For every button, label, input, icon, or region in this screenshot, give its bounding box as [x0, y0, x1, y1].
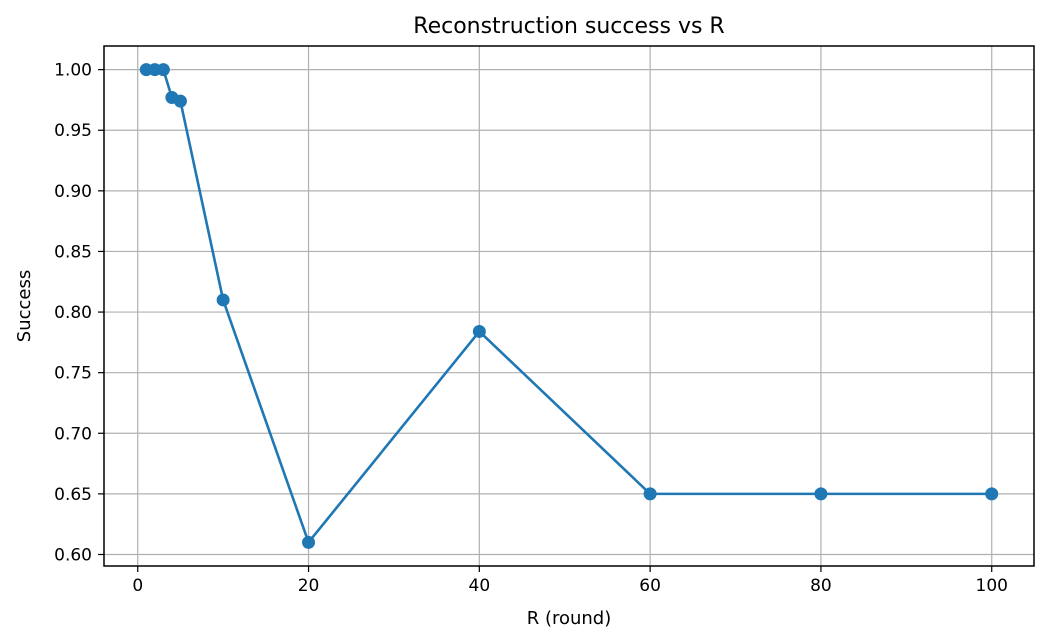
plot-area-frame [103, 45, 1035, 567]
grid-lines [104, 46, 1034, 566]
data-point-marker [156, 63, 170, 77]
y-tick-label: 0.90 [54, 182, 92, 202]
x-tick-label: 60 [639, 576, 661, 596]
y-tick-label: 0.70 [54, 424, 92, 444]
x-tick-label: 80 [810, 576, 832, 596]
x-tick-label: 40 [469, 576, 491, 596]
data-point-marker [173, 94, 187, 108]
data-point-marker [472, 324, 486, 338]
y-axis-label: Success [14, 270, 35, 342]
x-tick-label: 100 [976, 576, 1008, 596]
y-tick-label: 0.80 [54, 303, 92, 323]
chart-title: Reconstruction success vs R [413, 14, 724, 39]
series-line [146, 68, 992, 544]
y-tick-label: 0.75 [54, 364, 92, 384]
data-point-marker [302, 535, 316, 549]
data-point-marker [643, 487, 657, 501]
y-tick-label: 0.85 [54, 242, 92, 262]
axis-ticks: 0 20 40 60 80 100 0.60 0.65 0.70 0.75 0.80 0.85 0.90… [54, 61, 1008, 596]
y-tick-label: 1.00 [54, 61, 92, 81]
data-point-marker [216, 293, 230, 307]
data-point-marker [985, 487, 999, 501]
series-layer [139, 63, 999, 549]
x-tick-label: 0 [132, 576, 143, 596]
x-tick-label: 20 [298, 576, 320, 596]
y-tick-label: 0.95 [54, 121, 92, 141]
data-point-marker [814, 487, 828, 501]
x-axis-label: R (round) [527, 608, 612, 629]
y-tick-label: 0.65 [54, 485, 92, 505]
y-tick-label: 0.60 [54, 545, 92, 565]
